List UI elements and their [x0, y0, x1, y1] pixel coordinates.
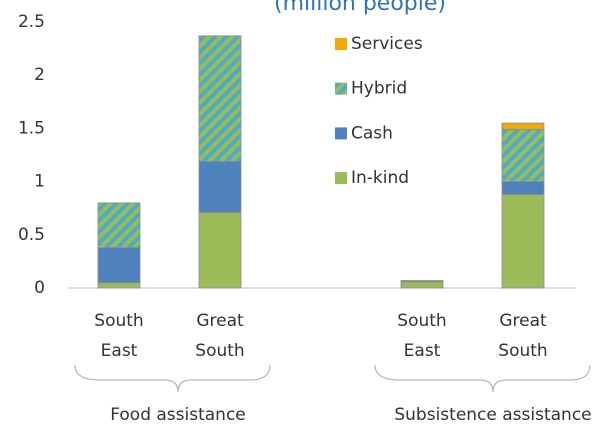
- group-label: Food assistance: [110, 405, 246, 425]
- y-tick-label: 1.5: [18, 118, 45, 138]
- bar-segment: [501, 181, 545, 195]
- group-brace: [74, 364, 271, 393]
- bar-segment: [501, 129, 545, 183]
- legend-label: Hybrid: [351, 79, 407, 99]
- y-tick-label: 2.5: [18, 12, 45, 32]
- chart-title: (million people): [274, 0, 446, 16]
- legend-swatch: [335, 127, 347, 140]
- legend-swatch: [335, 38, 347, 50]
- y-tick-label: 0: [34, 278, 45, 298]
- bar-segment: [501, 193, 545, 289]
- x-tick-label: Great South: [498, 311, 548, 361]
- bar-segment: [97, 202, 141, 248]
- bar-segment: [97, 282, 141, 289]
- bar-segment: [97, 247, 141, 284]
- legend-swatch: [335, 172, 347, 185]
- legend-label: In-kind: [351, 168, 409, 188]
- x-tick-label: Great South: [195, 311, 245, 361]
- bar-segment: [198, 160, 242, 213]
- legend-label: Services: [351, 34, 423, 54]
- y-tick-label: 0.5: [18, 225, 45, 245]
- x-tick-label: South East: [94, 311, 144, 361]
- bar-segment: [501, 122, 545, 130]
- y-tick-label: 2: [34, 65, 45, 85]
- group-label: Subsistence assistance: [394, 405, 592, 425]
- y-tick-label: 1: [34, 172, 45, 192]
- bar-segment: [400, 280, 444, 283]
- group-brace: [374, 364, 591, 393]
- bar-segment: [198, 35, 242, 162]
- legend-swatch: [335, 82, 347, 95]
- legend-label: Cash: [351, 123, 393, 143]
- x-tick-label: South East: [397, 311, 447, 361]
- bar-segment: [400, 281, 444, 289]
- bar-segment: [198, 212, 242, 289]
